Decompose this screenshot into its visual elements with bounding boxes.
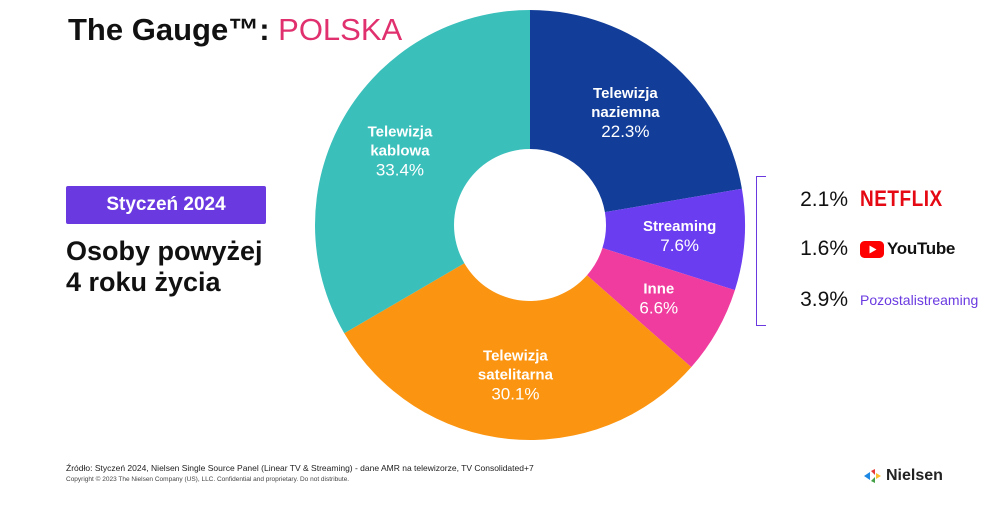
slice-label-3-0: Telewizja (483, 347, 548, 364)
slice-label-3-1: satelitarna (478, 366, 554, 383)
slice-value-0: 22.3% (601, 122, 649, 141)
slice-label-0-1: naziemna (591, 104, 660, 121)
nielsen-brand: Nielsen (864, 467, 943, 485)
slice-label-0-0: Telewizja (593, 85, 658, 102)
youtube-play-icon (860, 240, 884, 258)
other-streaming-share: 3.9% (800, 288, 848, 311)
slice-value-4: 33.4% (376, 160, 424, 179)
donut-slice-0 (530, 10, 742, 213)
netflix-share: 2.1% (800, 188, 848, 211)
slice-label-4-0: Telewizja (368, 123, 433, 140)
donut-slice-3 (344, 263, 692, 441)
slice-label-4-1: kablowa (370, 142, 430, 159)
streaming-row-youtube: 1.6% YouTube (770, 229, 955, 269)
nielsen-wordmark: Nielsen (886, 467, 943, 484)
slice-value-1: 7.6% (660, 236, 699, 255)
period-badge: Styczeń 2024 (66, 186, 266, 224)
slice-label-2-0: Inne (643, 280, 674, 297)
streaming-bracket (756, 176, 766, 326)
youtube-logo: YouTube (887, 239, 956, 258)
audience-line-2: 4 roku życia (66, 267, 221, 297)
audience-line-1: Osoby powyżej (66, 236, 263, 266)
youtube-share: 1.6% (800, 237, 848, 260)
title-prefix: The Gauge™: (68, 12, 279, 47)
slice-value-2: 6.6% (639, 298, 678, 317)
streaming-row-netflix: 2.1% NETFLIX (770, 180, 943, 220)
streaming-row-other: 3.9% Pozostali streaming (770, 280, 978, 320)
donut-slice-4 (314, 10, 530, 334)
donut-slice-2 (587, 248, 735, 368)
nielsen-logo-icon (864, 469, 881, 483)
donut-slice-1 (602, 188, 745, 291)
slice-value-3: 30.1% (491, 384, 539, 403)
netflix-logo: NETFLIX (860, 187, 943, 212)
slice-label-1-0: Streaming (643, 218, 716, 235)
other-streaming-label: Pozostali streaming (860, 291, 979, 308)
source-note: Źródło: Styczeń 2024, Nielsen Single Sou… (66, 463, 534, 473)
copyright-note: Copyright © 2023 The Nielsen Company (US… (66, 476, 350, 483)
page-title: The Gauge™: POLSKA (68, 12, 402, 48)
title-country: POLSKA (278, 12, 403, 47)
audience-label: Osoby powyżej 4 roku życia (66, 236, 263, 298)
